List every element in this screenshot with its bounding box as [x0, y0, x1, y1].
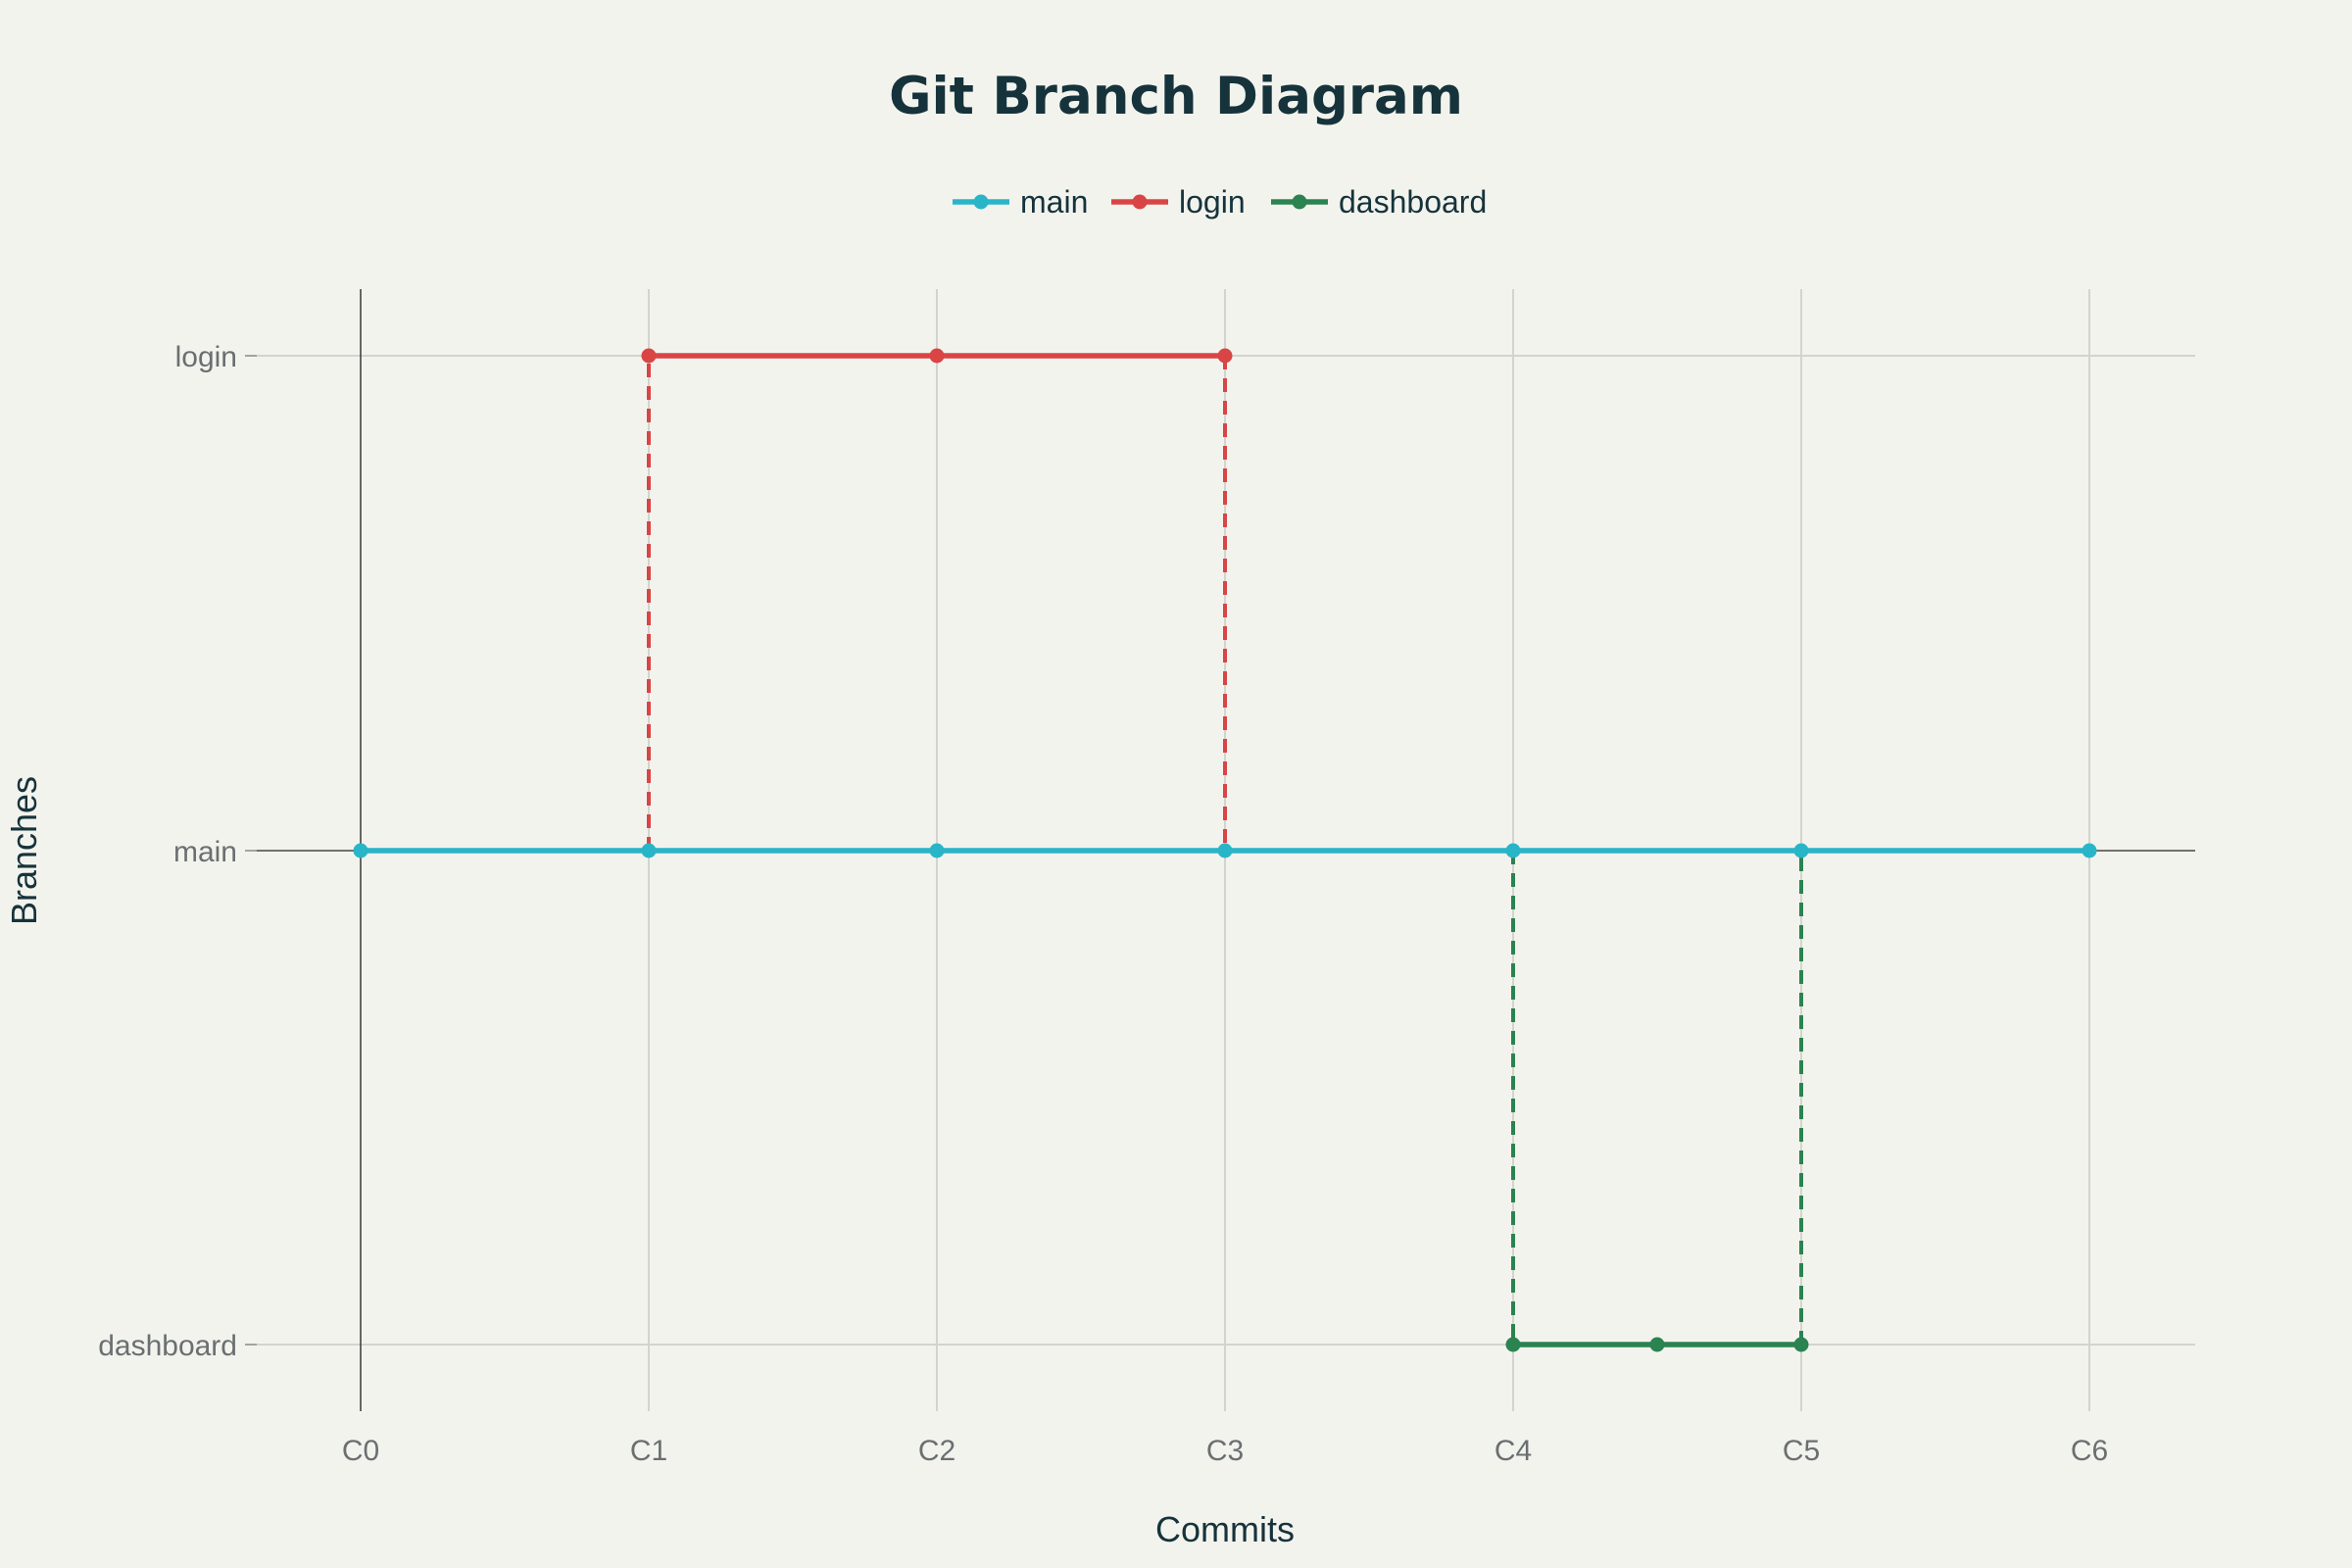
x-tick-label-c2: C2 — [918, 1435, 956, 1467]
legend-label-dashboard: dashboard — [1339, 184, 1487, 220]
commit-point-main-0 — [353, 843, 368, 858]
commit-point-main-3 — [1217, 843, 1233, 858]
y-tick-label-login: login — [175, 341, 237, 373]
legend-swatch-marker-main — [973, 194, 989, 210]
commit-point-main-2 — [929, 843, 945, 858]
y-tick-label-dashboard: dashboard — [98, 1330, 237, 1362]
commit-point-dashboard-1 — [1649, 1337, 1665, 1352]
commit-point-main-5 — [1793, 843, 1809, 858]
commit-point-login-2 — [1217, 348, 1233, 364]
legend-swatch-marker-dashboard — [1292, 194, 1307, 210]
legend-label-login: login — [1179, 184, 1246, 220]
commit-point-dashboard-2 — [1793, 1337, 1809, 1352]
x-tick-label-c0: C0 — [342, 1435, 379, 1467]
commit-point-main-6 — [2082, 843, 2097, 858]
legend: main login dashboard — [953, 184, 1487, 220]
commit-point-login-1 — [929, 348, 945, 364]
y-axis-title: Branches — [4, 776, 44, 925]
x-tick-label-c5: C5 — [1783, 1435, 1820, 1467]
x-tick-labels: C0 C1 C2 C3 C4 C5 C6 — [342, 1435, 2108, 1467]
y-tick-label-main: main — [173, 836, 237, 868]
x-axis-title: Commits — [1155, 1509, 1295, 1549]
x-tick-label-c6: C6 — [2071, 1435, 2108, 1467]
x-tick-label-c3: C3 — [1206, 1435, 1244, 1467]
chart-title: Git Branch Diagram — [889, 67, 1463, 126]
commit-point-dashboard-0 — [1505, 1337, 1521, 1352]
commit-point-main-1 — [641, 843, 657, 858]
merge-connectors — [647, 356, 1803, 1345]
commit-point-main-4 — [1505, 843, 1521, 858]
legend-label-main: main — [1020, 184, 1088, 220]
x-tick-label-c1: C1 — [630, 1435, 667, 1467]
legend-swatch-marker-login — [1132, 194, 1148, 210]
commit-points — [353, 348, 2097, 1352]
commit-point-login-0 — [641, 348, 657, 364]
x-tick-label-c4: C4 — [1494, 1435, 1532, 1467]
y-tick-labels: dashboard main login — [98, 341, 257, 1362]
